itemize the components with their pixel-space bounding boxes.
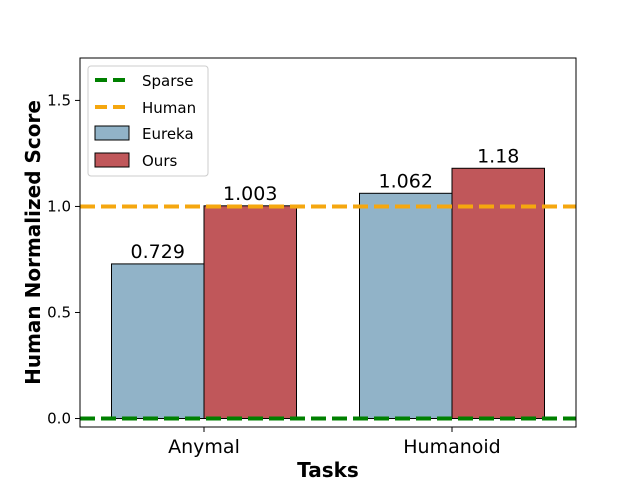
legend-box [87, 65, 209, 177]
x-axis: Anymal Humanoid [168, 427, 501, 458]
bar-ours-anymal [203, 205, 297, 420]
legend-label: Eureka [142, 125, 194, 143]
value-label: 1.062 [379, 170, 433, 192]
reference-lines-layer [80, 204, 576, 421]
y-tick-label: 1.5 [47, 91, 71, 109]
y-tick-label: 0.0 [47, 410, 71, 428]
y-tick-label: 1.0 [47, 197, 71, 215]
y-axis-title: Human Normalized Score [21, 100, 45, 385]
value-label: 1.18 [477, 145, 519, 167]
x-axis-title: Tasks [297, 458, 359, 480]
bar-eureka-humanoid [359, 192, 453, 420]
y-axis: 0.0 0.5 1.0 1.5 [47, 91, 80, 428]
legend-label: Human [142, 99, 196, 117]
legend-label: Ours [142, 152, 177, 170]
legend-swatch-ours [94, 152, 130, 168]
legend: Sparse Human Eureka Ours [87, 65, 209, 177]
x-tick-label: Humanoid [403, 436, 501, 458]
legend-label: Sparse [142, 72, 193, 90]
x-tick-label: Anymal [168, 436, 240, 458]
value-labels-layer: 0.729 1.062 1.003 1.18 [131, 145, 520, 263]
bar-eureka-anymal [111, 263, 205, 420]
y-tick-label: 0.5 [47, 303, 71, 321]
legend-swatch-eureka [94, 125, 130, 141]
value-label: 1.003 [223, 183, 277, 205]
bar-ours-humanoid [451, 167, 545, 420]
value-label: 0.729 [131, 241, 185, 263]
plot-frame [79, 57, 577, 428]
